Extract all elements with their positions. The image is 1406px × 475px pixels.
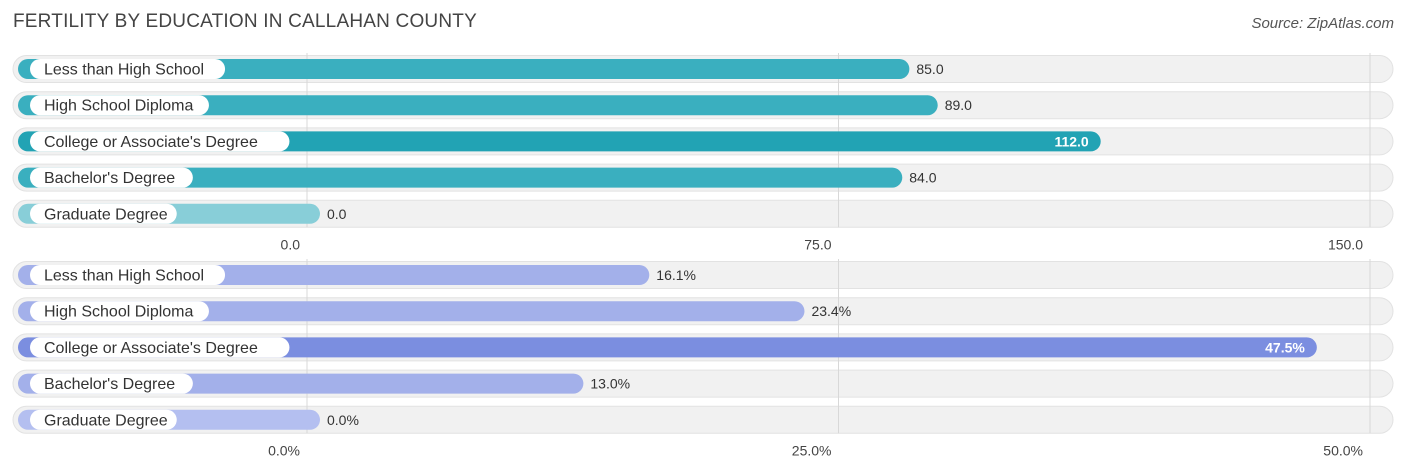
category-label-pill xyxy=(30,167,193,188)
category-label: College or Associate's Degree xyxy=(44,134,258,151)
value-label: 84.0 xyxy=(909,170,936,186)
category-label-pill xyxy=(30,373,193,394)
value-label: 47.5% xyxy=(1265,339,1305,355)
category-label: College or Associate's Degree xyxy=(44,340,258,357)
value-label: 13.0% xyxy=(590,376,630,392)
row-track xyxy=(12,199,1394,228)
tick-label: 0.0% xyxy=(268,442,300,458)
category-label: High School Diploma xyxy=(44,304,194,321)
category-label-pill xyxy=(30,301,209,322)
category-label-pill xyxy=(30,337,290,358)
category-label-pill xyxy=(30,131,290,152)
bar xyxy=(18,95,938,116)
bar xyxy=(18,337,1317,358)
value-label: 0.0% xyxy=(327,412,359,428)
category-label: Graduate Degree xyxy=(44,412,168,429)
tick-label: 50.0% xyxy=(1323,442,1363,458)
row-track xyxy=(12,405,1394,434)
category-label: Bachelor's Degree xyxy=(44,376,175,393)
chart-panel-1: Less than High School 85.0 High School Dip… xyxy=(12,53,1394,252)
tick-label: 150.0 xyxy=(1328,236,1363,252)
category-label: High School Diploma xyxy=(44,98,194,115)
value-label: 23.4% xyxy=(811,303,851,319)
bar xyxy=(18,131,1101,152)
value-label: 112.0 xyxy=(1054,133,1088,149)
category-label-pill xyxy=(30,95,209,116)
value-label: 16.1% xyxy=(656,267,696,283)
tick-label: 0.0 xyxy=(281,236,301,252)
category-label-pill xyxy=(30,59,226,79)
bar xyxy=(18,301,805,322)
category-label-pill xyxy=(30,409,177,430)
category-label: Bachelor's Degree xyxy=(44,170,175,187)
value-label: 0.0 xyxy=(327,206,347,222)
value-label: 85.0 xyxy=(916,61,943,77)
tick-label: 75.0 xyxy=(804,236,831,252)
chart-panel-2: Less than High School 16.1% High School Di… xyxy=(12,259,1394,458)
category-label-pill xyxy=(30,265,226,285)
category-label-pill xyxy=(30,203,177,224)
category-label: Less than High School xyxy=(44,62,204,79)
category-label: Graduate Degree xyxy=(44,206,168,223)
value-label: 89.0 xyxy=(945,97,972,113)
source-label: Source: ZipAtlas.com xyxy=(1251,15,1394,32)
bar xyxy=(18,59,910,79)
chart-title: FERTILITY BY EDUCATION IN CALLAHAN COUNT… xyxy=(13,11,477,32)
category-label: Less than High School xyxy=(44,268,204,285)
bar xyxy=(18,167,903,188)
tick-label: 25.0% xyxy=(792,442,832,458)
